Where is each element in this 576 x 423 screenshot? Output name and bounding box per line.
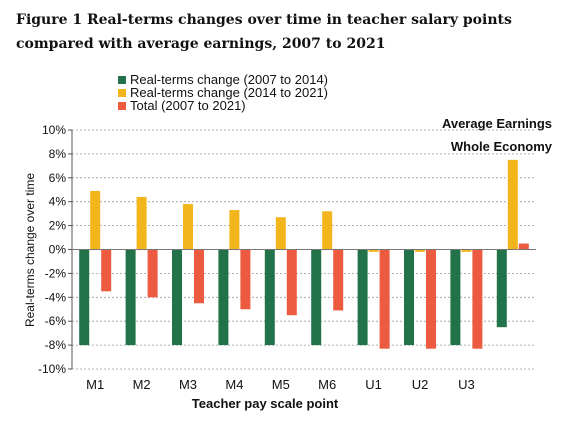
x-tick-label: U2 xyxy=(412,377,429,392)
bar-m4-series-2 xyxy=(229,210,240,250)
bar-m6-series-1 xyxy=(311,249,322,346)
bar-m6-series-3 xyxy=(333,249,344,311)
bar-m3-series-1 xyxy=(172,249,182,346)
figure-title: Figure 1 Real-terms changes over time in… xyxy=(16,12,512,52)
bar-u2-series-2 xyxy=(415,249,425,252)
bar-u3-series-3 xyxy=(472,249,483,349)
y-tick-label: 2% xyxy=(49,219,67,233)
bar-m2-series-1 xyxy=(125,249,136,346)
legend: Real-terms change (2007 to 2014)Real-ter… xyxy=(118,72,328,113)
x-tick-label: M1 xyxy=(86,377,104,392)
bar-m2-series-3 xyxy=(147,249,158,298)
bar-u1-series-1 xyxy=(357,249,368,346)
y-tick-label: -4% xyxy=(45,290,67,304)
x-tick-label: M5 xyxy=(272,377,290,392)
bar-m2-series-2 xyxy=(136,196,147,250)
x-tick-label: U3 xyxy=(458,377,475,392)
bar-m3-series-2 xyxy=(183,204,193,250)
bar-u1-series-3 xyxy=(379,249,390,349)
bar-average-earnings-series-1 xyxy=(496,249,507,328)
y-tick-label: -8% xyxy=(45,338,67,352)
bar-average-earnings-series-3 xyxy=(518,243,529,250)
bar-m4-series-3 xyxy=(240,249,251,310)
legend-label: Real-terms change (2014 to 2021) xyxy=(130,85,328,100)
y-axis-label: Real-terms change over time xyxy=(23,173,37,327)
bar-m5-series-3 xyxy=(286,249,297,316)
bars xyxy=(79,159,529,349)
bar-m1-series-3 xyxy=(101,249,112,292)
y-tick-label: -2% xyxy=(45,266,67,280)
bar-u2-series-1 xyxy=(404,249,414,346)
x-tick-label: M4 xyxy=(225,377,243,392)
bar-m1-series-1 xyxy=(79,249,90,346)
y-tick-label: -6% xyxy=(45,314,67,328)
legend-label: Total (2007 to 2021) xyxy=(130,98,246,113)
legend-swatch xyxy=(118,76,126,84)
y-tick-label: -10% xyxy=(38,362,66,376)
bar-m1-series-2 xyxy=(90,190,101,250)
bar-u1-series-2 xyxy=(368,249,379,252)
x-tick-label: M2 xyxy=(133,377,151,392)
legend-label: Real-terms change (2007 to 2014) xyxy=(130,72,328,87)
annotation-average-earnings: Average Earnings xyxy=(442,116,552,131)
x-axis-label: Teacher pay scale point xyxy=(192,396,339,411)
legend-swatch xyxy=(118,89,126,97)
x-tick-labels: M1 M2 M3 M4 M5 M6 U1 U2 U3 xyxy=(86,377,475,392)
x-tick-label: M3 xyxy=(179,377,197,392)
bar-m4-series-1 xyxy=(218,249,229,346)
bar-u2-series-3 xyxy=(426,249,436,349)
y-tick-label: 10% xyxy=(42,123,66,137)
bar-m5-series-1 xyxy=(264,249,275,346)
bar-m5-series-2 xyxy=(275,217,286,250)
y-tick-label: 8% xyxy=(49,147,67,161)
x-tick-label: U1 xyxy=(365,377,382,392)
bar-u3-series-2 xyxy=(461,249,472,252)
annotation-whole-economy: Whole Economy xyxy=(451,139,553,154)
y-tick-labels: 10% 8% 6% 4% 2% 0% -2% -4% -6% -8% -10% xyxy=(38,123,66,376)
bar-u3-series-1 xyxy=(450,249,461,346)
x-tick-label: M6 xyxy=(318,377,336,392)
y-tick-label: 6% xyxy=(49,171,67,185)
y-tick-label: 0% xyxy=(49,243,67,257)
bar-m6-series-2 xyxy=(322,211,333,250)
bar-m3-series-3 xyxy=(194,249,204,304)
y-tick-label: 4% xyxy=(49,195,67,209)
bar-average-earnings-series-2 xyxy=(507,159,518,250)
legend-swatch xyxy=(118,102,126,110)
